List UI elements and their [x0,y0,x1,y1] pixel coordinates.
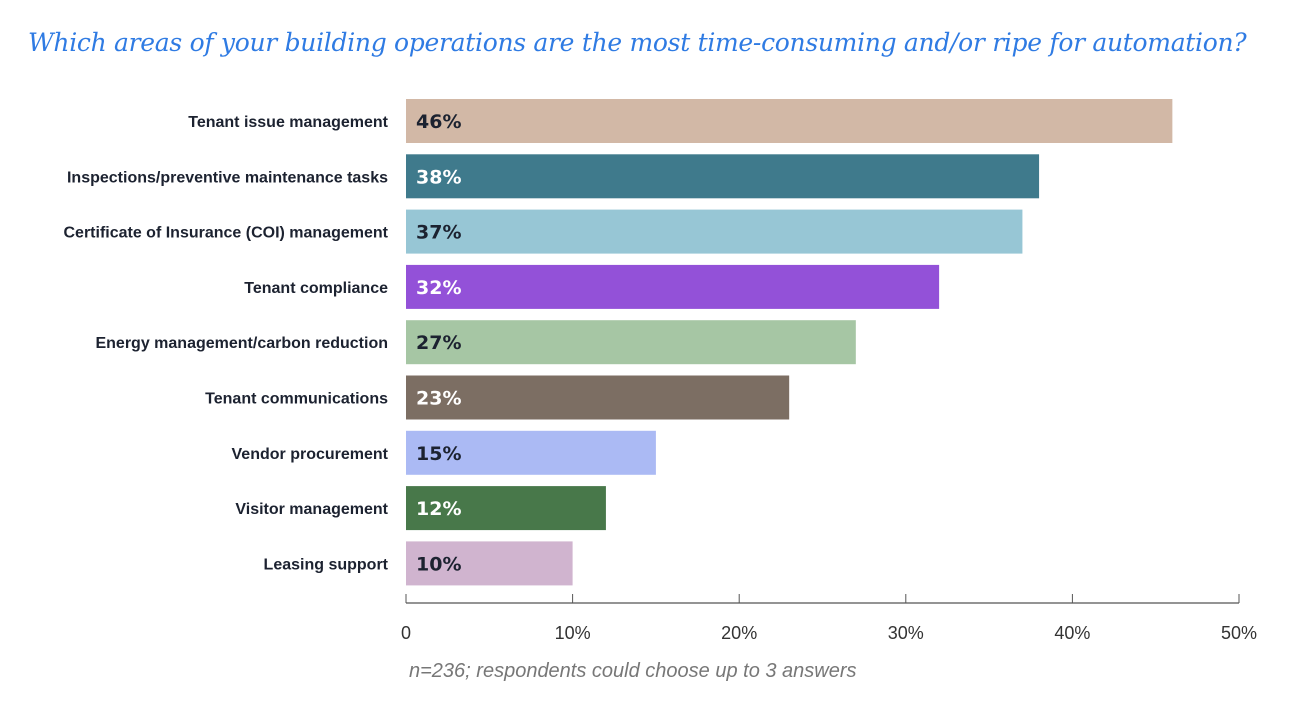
category-label: Certificate of Insurance (COI) managemen… [63,225,388,242]
x-tick-label: 20% [721,623,757,643]
value-label: 32% [416,277,461,299]
value-label: 37% [416,222,461,244]
x-tick-label: 0 [401,623,411,643]
bar [406,99,1173,143]
bar [406,320,856,365]
sample-note: n=236; respondents could choose up to 3 … [409,660,857,682]
x-tick-label: 50% [1221,623,1257,643]
value-label: 23% [416,388,461,410]
bar [406,209,1023,254]
x-tick-label: 30% [888,623,924,643]
bar [406,430,656,475]
value-label: 10% [416,553,461,575]
category-label: Energy management/carbon reduction [95,335,388,352]
category-label: Tenant communications [205,391,388,408]
bar [406,375,790,420]
value-label: 12% [416,498,461,520]
category-label: Tenant issue management [188,114,388,131]
bar [406,541,573,586]
value-label: 46% [416,111,461,133]
value-label: 27% [416,332,461,354]
chart-title: Which areas of your building operations … [28,28,1247,57]
x-tick-label: 10% [555,623,591,643]
bar [406,154,1040,199]
category-label: Leasing support [264,556,389,573]
bar [406,486,606,531]
x-tick-label: 40% [1054,623,1090,643]
value-label: 38% [416,166,461,188]
category-label: Vendor procurement [232,446,389,463]
category-label: Tenant compliance [244,280,388,297]
bar [406,264,940,309]
value-label: 15% [416,443,461,465]
category-label: Inspections/preventive maintenance tasks [67,169,388,186]
category-label: Visitor management [235,501,388,518]
